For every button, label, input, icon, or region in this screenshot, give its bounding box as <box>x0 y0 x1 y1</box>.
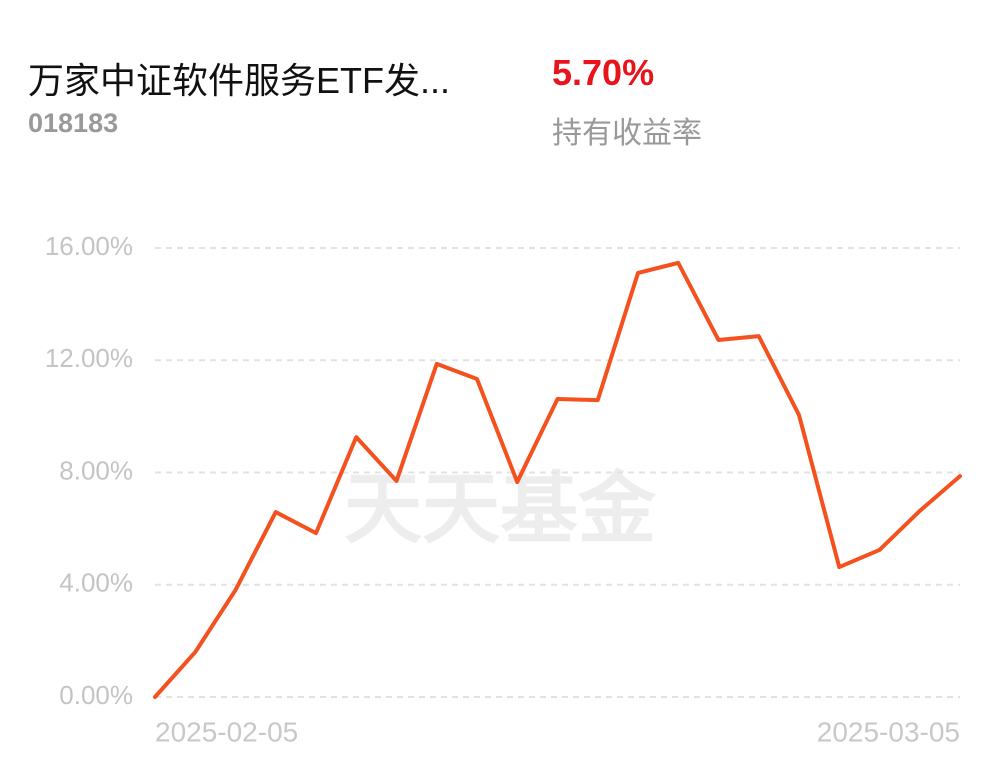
y-tick-label: 4.00% <box>59 568 133 598</box>
y-tick-label: 16.00% <box>45 231 133 261</box>
fund-title: 万家中证软件服务ETF发... <box>28 60 450 101</box>
return-value: 5.70% <box>552 52 655 93</box>
line <box>153 260 962 699</box>
return-label: 持有收益率 <box>552 117 702 150</box>
y-tick-label: 12.00% <box>45 343 133 373</box>
y-tick-label: 0.00% <box>59 680 133 710</box>
x-tick-label: 2025-02-05 <box>155 716 298 747</box>
y-tick-label: 8.00% <box>59 455 133 485</box>
x-tick-label: 2025-03-05 <box>817 716 960 747</box>
fund-code: 018183 <box>28 108 119 138</box>
